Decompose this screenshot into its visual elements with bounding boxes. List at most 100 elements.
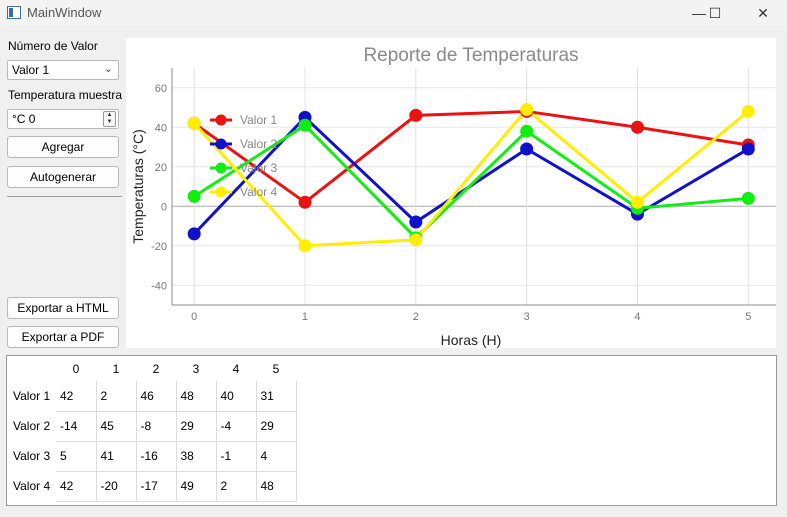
x-tick-label: 1 [302, 311, 308, 323]
table-cell[interactable]: 49 [176, 471, 217, 502]
window-title: MainWindow [27, 5, 102, 20]
table-cell[interactable]: -20 [96, 471, 137, 502]
column-header[interactable]: 5 [272, 361, 280, 376]
data-point [520, 142, 534, 156]
data-point [520, 102, 534, 116]
app-icon [7, 6, 21, 19]
table-cell[interactable]: 2 [216, 471, 257, 502]
data-point [298, 118, 312, 132]
temperature-spinbox[interactable]: °C 0 ▲ ▼ [7, 109, 119, 129]
table-cell[interactable]: 4 [256, 441, 297, 472]
row-header[interactable]: Valor 3 [13, 449, 51, 463]
data-point [187, 227, 201, 241]
x-tick-label: 4 [634, 311, 640, 323]
table-cell[interactable]: 40 [216, 381, 257, 412]
table-cell[interactable]: -14 [56, 411, 97, 442]
row-header[interactable]: Valor 1 [13, 389, 51, 403]
data-point [409, 215, 423, 229]
table-cell[interactable]: -17 [136, 471, 177, 502]
data-point [741, 142, 755, 156]
x-tick-label: 0 [191, 311, 197, 323]
table-cell[interactable]: 46 [136, 381, 177, 412]
data-point [187, 189, 201, 203]
table-cell[interactable]: 48 [176, 381, 217, 412]
table-cell[interactable]: 29 [176, 411, 217, 442]
table-row: Valor 3 5 41 -16 38 -1 4 [7, 441, 297, 472]
separator [7, 196, 122, 197]
export-html-button[interactable]: Exportar a HTML [7, 297, 119, 319]
table-cell[interactable]: -16 [136, 441, 177, 472]
column-header[interactable]: 3 [192, 361, 200, 376]
table-cell[interactable]: 42 [56, 471, 97, 502]
table-cell[interactable]: 31 [256, 381, 297, 412]
spin-arrows[interactable]: ▲ ▼ [103, 111, 116, 127]
legend-marker [215, 138, 227, 150]
data-point [741, 104, 755, 118]
serie-combobox-value: Valor 1 [12, 63, 50, 77]
chevron-down-icon: ⌄ [103, 63, 113, 75]
y-axis-label: Temperaturas (°C) [130, 129, 146, 244]
minimize-button[interactable]: — [692, 5, 706, 21]
table-cell[interactable]: -4 [216, 411, 257, 442]
y-tick-label: 60 [155, 83, 167, 95]
table-cell[interactable]: 29 [256, 411, 297, 442]
spin-up-icon[interactable]: ▲ [106, 112, 113, 118]
serie-label: Número de Valor [8, 39, 98, 53]
data-point [630, 195, 644, 209]
column-header[interactable]: 2 [152, 361, 160, 376]
series-line [193, 123, 749, 240]
spin-down-icon[interactable]: ▼ [106, 119, 113, 125]
y-tick-label: 20 [155, 162, 167, 174]
temperature-chart: Reporte de Temperaturas -40 -20 0 20 40 60 0 1 2 3… [130, 45, 776, 348]
y-tick-label: 0 [161, 201, 167, 213]
table-header-row: 0 1 2 3 4 5 [7, 356, 296, 381]
autogenerate-button[interactable]: Autogenerar [7, 166, 119, 188]
table-corner [7, 356, 56, 381]
table-cell[interactable]: 5 [56, 441, 97, 472]
table-cell[interactable]: -8 [136, 411, 177, 442]
table-cell[interactable]: 45 [96, 411, 137, 442]
data-point [741, 191, 755, 205]
data-point [187, 116, 201, 130]
row-header[interactable]: Valor 2 [13, 419, 51, 433]
column-header[interactable]: 4 [232, 361, 240, 376]
table-cell[interactable]: -1 [216, 441, 257, 472]
export-pdf-button[interactable]: Exportar a PDF [7, 326, 119, 348]
data-point [298, 239, 312, 253]
x-tick-label: 3 [524, 311, 530, 323]
title-bar: MainWindow — ☐ ✕ [0, 0, 787, 26]
table-cell[interactable]: 41 [96, 441, 137, 472]
y-tick-label: -20 [151, 241, 167, 253]
temperature-label: Temperatura muestra [8, 88, 123, 102]
table-row: Valor 4 42 -20 -17 49 2 48 [7, 471, 297, 502]
close-button[interactable]: ✕ [757, 4, 769, 21]
legend-marker [215, 114, 227, 126]
data-point [298, 195, 312, 209]
legend-label: Valor 4 [240, 185, 277, 199]
y-tick-label: 40 [155, 122, 167, 134]
data-point [630, 120, 644, 134]
row-header[interactable]: Valor 4 [13, 479, 51, 493]
table-cell[interactable]: 42 [56, 381, 97, 412]
table-row: Valor 2 -14 45 -8 29 -4 29 [7, 411, 297, 442]
series-line [193, 109, 749, 205]
x-axis-label: Horas (H) [441, 332, 502, 348]
legend-label: Valor 3 [240, 161, 277, 175]
chart-panel: Reporte de Temperaturas -40 -20 0 20 40 60 0 1 2 3… [126, 38, 776, 348]
maximize-button[interactable]: ☐ [708, 4, 722, 21]
table-cell[interactable]: 48 [256, 471, 297, 502]
serie-combobox[interactable]: Valor 1 ⌄ [7, 60, 119, 80]
table-cell[interactable]: 38 [176, 441, 217, 472]
add-button[interactable]: Agregar [7, 136, 119, 158]
y-tick-label: -40 [151, 280, 167, 292]
column-header[interactable]: 1 [112, 361, 120, 376]
table-cell[interactable]: 2 [96, 381, 137, 412]
legend-label: Valor 2 [240, 137, 277, 151]
table-row: Valor 1 42 2 46 48 40 31 [7, 381, 297, 412]
chart-title: Reporte de Temperaturas [363, 45, 578, 66]
legend-label: Valor 1 [240, 113, 277, 127]
column-header[interactable]: 0 [72, 361, 80, 376]
x-tick-label: 5 [745, 311, 751, 323]
